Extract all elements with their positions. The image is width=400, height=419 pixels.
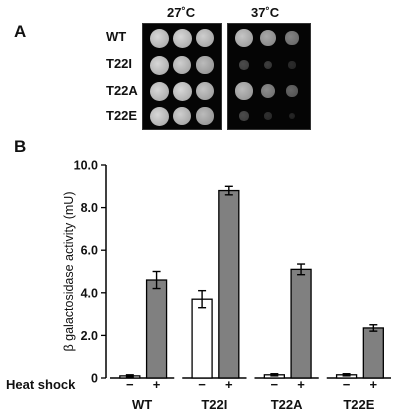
y-tick-label: 0 [91,372,98,386]
colony-spot [172,81,192,101]
temperature-label-27: 27˚C [167,5,196,20]
category-label: T22A [271,397,303,412]
colony-spot [264,112,272,120]
strain-label-t22a: T22A [106,83,138,98]
category-label: T22E [343,397,374,412]
colony-spot [172,28,192,48]
colony-spot [239,111,249,121]
bar [191,298,213,379]
category-label: WT [132,397,152,412]
condition-sign: + [225,377,233,392]
bar [290,268,312,379]
colony-spot [195,28,215,48]
y-tick-label: 4.0 [81,286,98,300]
colony-spot [149,28,169,48]
bar [218,189,240,379]
panel-a-label: A [14,22,27,41]
colony-spot [285,31,299,45]
condition-sign: − [271,377,279,392]
category-label: T22I [201,397,227,412]
colony-spot [149,55,169,75]
panel-b-label: B [14,137,27,156]
condition-sign: − [198,377,206,392]
colony-spot [288,61,296,69]
heat-shock-label: Heat shock [6,377,76,392]
temperature-label-37: 37˚C [251,5,280,20]
colony-spot [172,55,192,75]
y-tick-label: 10.0 [74,159,98,173]
colony-spot [286,85,298,97]
y-axis-label: β galactosidase activity (mU) [62,191,76,351]
colony-spot [260,30,276,46]
strain-label-wt: WT [106,29,127,44]
chart-bars [119,185,384,379]
condition-sign: + [153,377,161,392]
strain-label-t22e: T22E [106,108,138,123]
colony-spot [239,60,249,70]
y-tick-label: 8.0 [81,201,98,215]
plate-27c [142,23,222,130]
condition-sign: − [126,377,134,392]
colony-spot [261,84,275,98]
colony-spot [263,60,273,70]
strain-label-t22i: T22I [106,56,133,71]
colony-spot [149,81,169,101]
y-tick-label: 6.0 [81,244,98,258]
colony-spot [196,82,214,100]
bar [145,279,168,379]
colony-spot [172,106,192,126]
colony-spot [235,29,253,47]
colony-spot [196,107,214,125]
condition-sign: + [297,377,305,392]
plate-37c [227,23,311,130]
condition-sign: + [370,377,378,392]
colony-spot [196,56,214,74]
bar [362,327,384,379]
y-tick-label: 2.0 [81,329,98,343]
colony-spot [288,112,296,120]
colony-spot [235,82,253,100]
colony-spot [149,106,169,126]
condition-sign: − [343,377,351,392]
